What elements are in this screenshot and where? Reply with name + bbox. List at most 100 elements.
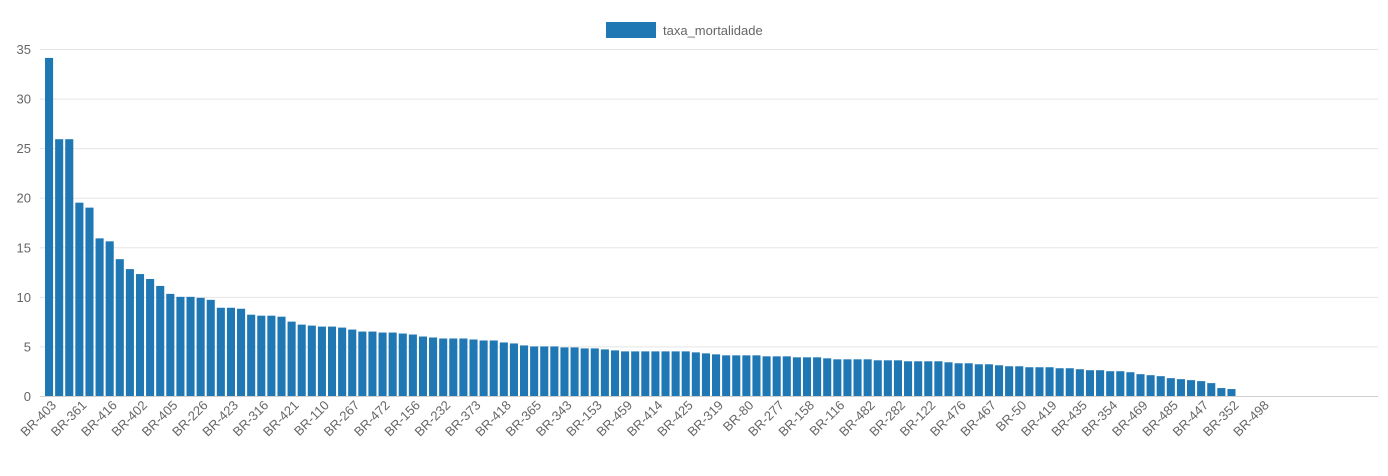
bar[interactable] — [1197, 381, 1206, 396]
bar[interactable] — [378, 332, 387, 396]
bar[interactable] — [226, 307, 235, 396]
bar[interactable] — [722, 355, 731, 396]
bar[interactable] — [904, 361, 913, 396]
bar[interactable] — [742, 355, 751, 396]
bar[interactable] — [338, 327, 347, 396]
bar[interactable] — [1156, 376, 1165, 396]
bar[interactable] — [277, 316, 286, 396]
bar[interactable] — [580, 348, 589, 396]
bar[interactable] — [156, 285, 165, 396]
bar[interactable] — [631, 351, 640, 396]
bar[interactable] — [206, 299, 215, 396]
bar[interactable] — [691, 352, 700, 396]
bar[interactable] — [1085, 370, 1095, 396]
bar[interactable] — [782, 356, 791, 396]
bar[interactable] — [550, 346, 559, 396]
bar[interactable] — [944, 362, 953, 396]
bar[interactable] — [762, 356, 771, 396]
bar[interactable] — [297, 324, 306, 396]
bar[interactable] — [1136, 374, 1145, 396]
bar[interactable] — [408, 334, 417, 396]
bar[interactable] — [1005, 366, 1014, 396]
bar[interactable] — [843, 359, 852, 396]
bar[interactable] — [1025, 367, 1034, 396]
bar[interactable] — [247, 314, 256, 396]
bar[interactable] — [267, 315, 276, 396]
bar[interactable] — [176, 296, 185, 396]
bar[interactable] — [964, 363, 973, 396]
bar[interactable] — [1106, 371, 1115, 396]
bar[interactable] — [85, 207, 94, 396]
bar[interactable] — [590, 348, 599, 396]
bar[interactable] — [55, 139, 64, 396]
bar[interactable] — [287, 321, 296, 396]
bar[interactable] — [439, 338, 448, 397]
bar[interactable] — [1045, 367, 1054, 396]
legend[interactable]: taxa_mortalidade — [606, 22, 763, 38]
bar[interactable] — [994, 365, 1004, 396]
bar[interactable] — [479, 340, 488, 396]
bar[interactable] — [186, 296, 195, 396]
bar[interactable] — [45, 57, 54, 397]
bar[interactable] — [560, 347, 569, 396]
bar[interactable] — [1116, 371, 1125, 396]
bar[interactable] — [701, 353, 710, 396]
bar[interactable] — [974, 364, 983, 396]
bar[interactable] — [732, 355, 741, 396]
bar[interactable] — [1217, 388, 1226, 396]
bar[interactable] — [863, 359, 872, 396]
bar[interactable] — [570, 347, 579, 396]
bar[interactable] — [772, 356, 781, 396]
bar[interactable] — [823, 358, 832, 396]
bar[interactable] — [499, 342, 508, 396]
bar[interactable] — [621, 351, 630, 396]
bar[interactable] — [1176, 379, 1185, 396]
bar[interactable] — [661, 351, 670, 396]
bar[interactable] — [196, 297, 205, 396]
bar[interactable] — [1096, 370, 1105, 396]
bar[interactable] — [358, 331, 367, 396]
bar[interactable] — [489, 340, 498, 396]
bar[interactable] — [1055, 368, 1064, 396]
bar[interactable] — [641, 351, 650, 396]
bar[interactable] — [317, 326, 326, 396]
bar[interactable] — [146, 279, 155, 396]
bar[interactable] — [671, 351, 680, 396]
bar[interactable] — [984, 364, 993, 396]
bar[interactable] — [924, 361, 933, 396]
bar[interactable] — [449, 338, 458, 397]
bar[interactable] — [469, 339, 478, 396]
bar[interactable] — [388, 332, 397, 396]
bar[interactable] — [166, 293, 175, 396]
bar[interactable] — [530, 346, 539, 396]
bar[interactable] — [105, 241, 114, 396]
bar[interactable] — [802, 357, 812, 396]
bar[interactable] — [115, 259, 124, 396]
bar[interactable] — [651, 351, 660, 396]
bar[interactable] — [792, 357, 801, 396]
bar[interactable] — [1166, 378, 1175, 396]
bar[interactable] — [752, 355, 761, 396]
bar[interactable] — [459, 338, 468, 397]
bar[interactable] — [418, 336, 428, 396]
bar[interactable] — [600, 349, 609, 396]
bar[interactable] — [610, 350, 620, 396]
bar[interactable] — [216, 307, 225, 396]
bar[interactable] — [1227, 389, 1236, 396]
bar[interactable] — [348, 329, 357, 396]
bar[interactable] — [398, 333, 407, 396]
bar[interactable] — [712, 354, 721, 396]
bar[interactable] — [954, 363, 963, 396]
bar[interactable] — [307, 325, 316, 396]
bar[interactable] — [914, 361, 923, 396]
bar[interactable] — [813, 357, 822, 396]
bar[interactable] — [95, 238, 104, 396]
bar[interactable] — [1075, 369, 1084, 396]
bar[interactable] — [135, 274, 145, 396]
bar[interactable] — [65, 139, 74, 396]
bar[interactable] — [883, 360, 892, 396]
bar[interactable] — [237, 308, 246, 396]
bar[interactable] — [1035, 367, 1044, 396]
bar[interactable] — [1146, 375, 1155, 396]
bar[interactable] — [509, 343, 518, 396]
